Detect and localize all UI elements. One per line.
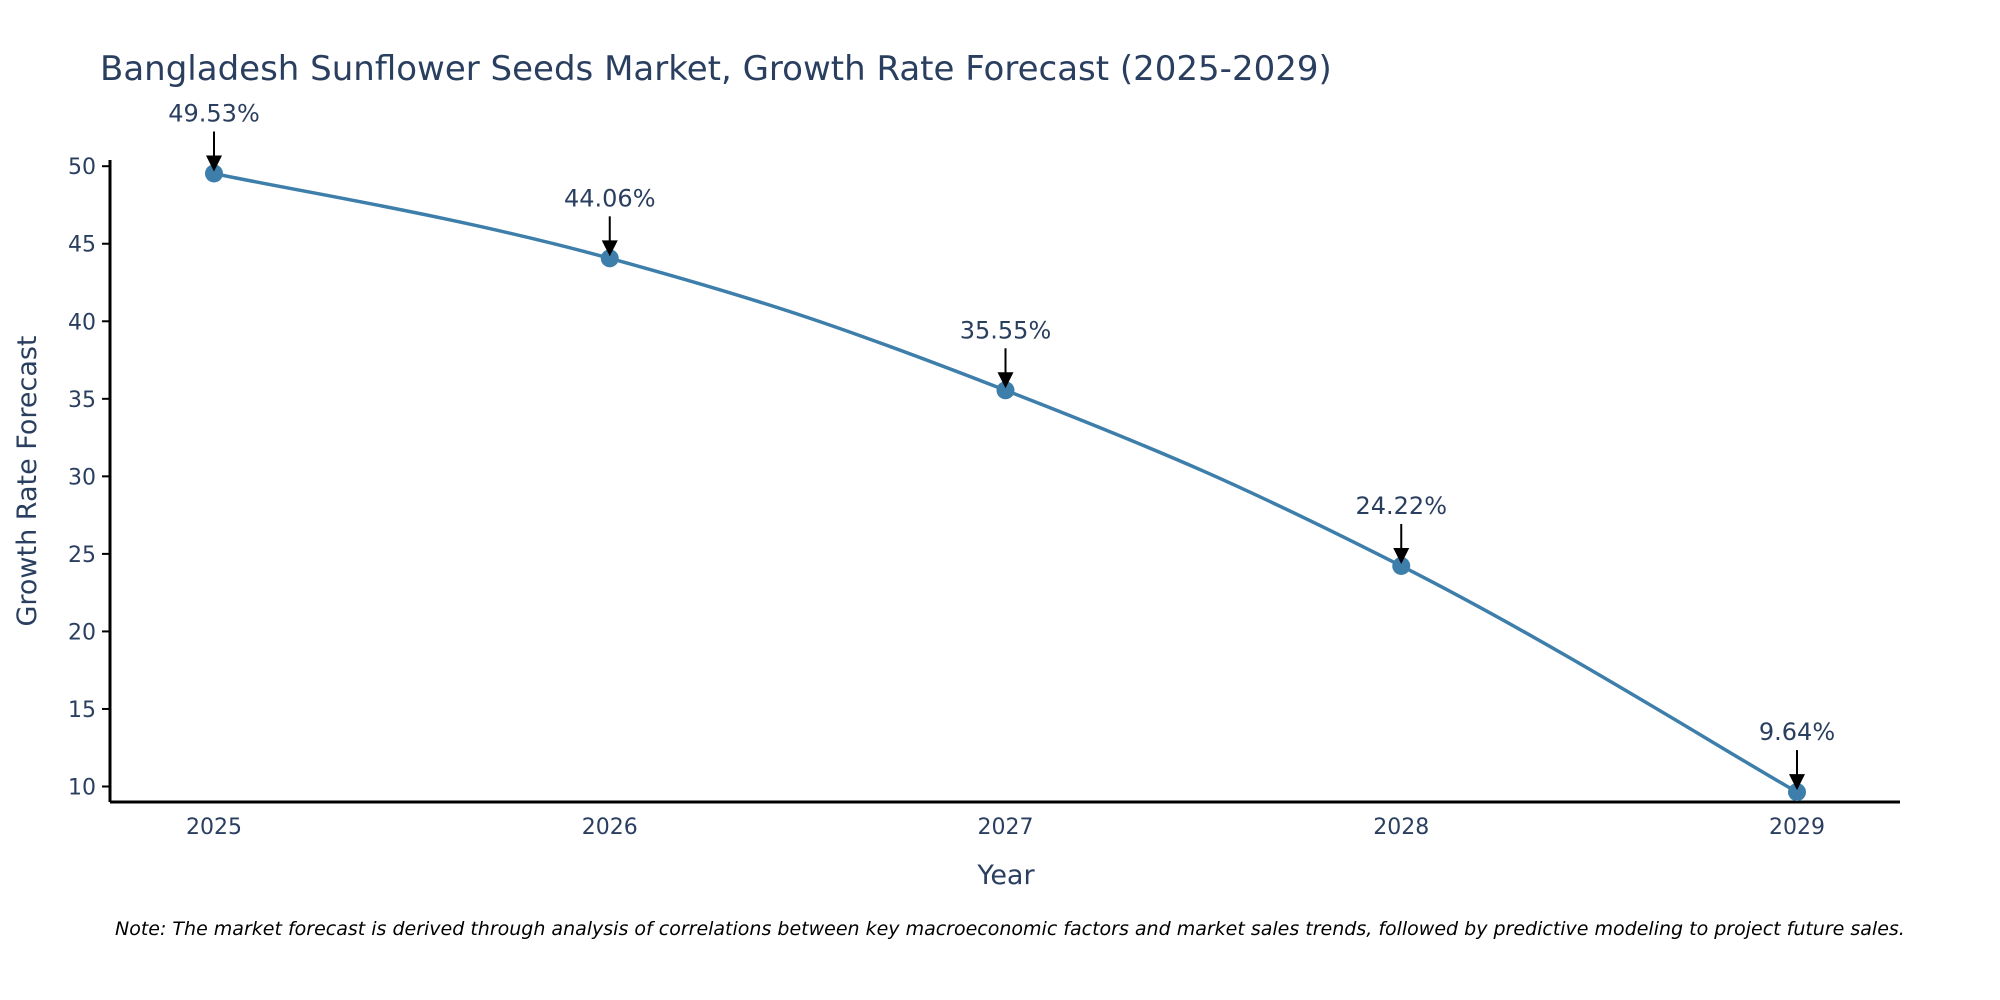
annotation-arrow-head: [997, 372, 1014, 389]
y-tick-label: 15: [68, 698, 96, 723]
y-tick-label: 35: [68, 388, 96, 413]
annotation-arrow-head: [601, 240, 618, 257]
x-tick-label: 2026: [582, 815, 638, 840]
footnote: Note: The market forecast is derived thr…: [115, 918, 1905, 940]
y-tick-label: 10: [68, 775, 96, 800]
data-label-2026: 44.06%: [564, 184, 656, 212]
data-label-2027: 35.55%: [960, 316, 1052, 344]
data-point-2029: [1788, 783, 1806, 802]
y-tick-label: 25: [68, 543, 96, 568]
x-axis-ticks: 2025 2026 2027 2028 2029: [186, 815, 1825, 840]
x-tick-label: 2025: [186, 815, 242, 840]
y-tick-label: 45: [68, 233, 96, 258]
data-point-2028: [1392, 556, 1411, 575]
y-axis-title: Growth Rate Forecast: [12, 335, 43, 626]
chart-title: Bangladesh Sunflower Seeds Market, Growt…: [100, 49, 1332, 89]
y-axis-ticks: 10 15 20 25 30 35 40 45 50: [68, 155, 110, 800]
data-point-2025: [205, 164, 223, 183]
data-point-2027: [996, 381, 1015, 400]
y-tick-label: 50: [68, 155, 96, 180]
y-tick-label: 40: [68, 310, 96, 335]
x-axis-title: Year: [976, 860, 1035, 891]
data-markers: [205, 164, 1806, 802]
annotation-arrow-head: [1789, 774, 1805, 791]
x-tick-label: 2029: [1769, 815, 1825, 840]
data-annotations: 49.53% 44.06% 35.55% 24.22% 9.64%: [168, 99, 1835, 791]
data-label-2029: 9.64%: [1759, 718, 1835, 746]
annotation-arrow-head: [1393, 547, 1410, 564]
annotation-arrow-head: [206, 155, 222, 172]
y-tick-label: 30: [68, 465, 96, 490]
x-tick-label: 2028: [1373, 815, 1429, 840]
data-label-2028: 24.22%: [1355, 492, 1447, 520]
series-line: [213, 171, 1798, 794]
y-tick-label: 20: [68, 620, 96, 645]
x-tick-label: 2027: [978, 815, 1034, 840]
data-label-2025: 49.53%: [168, 99, 260, 127]
data-point-2026: [600, 249, 619, 268]
